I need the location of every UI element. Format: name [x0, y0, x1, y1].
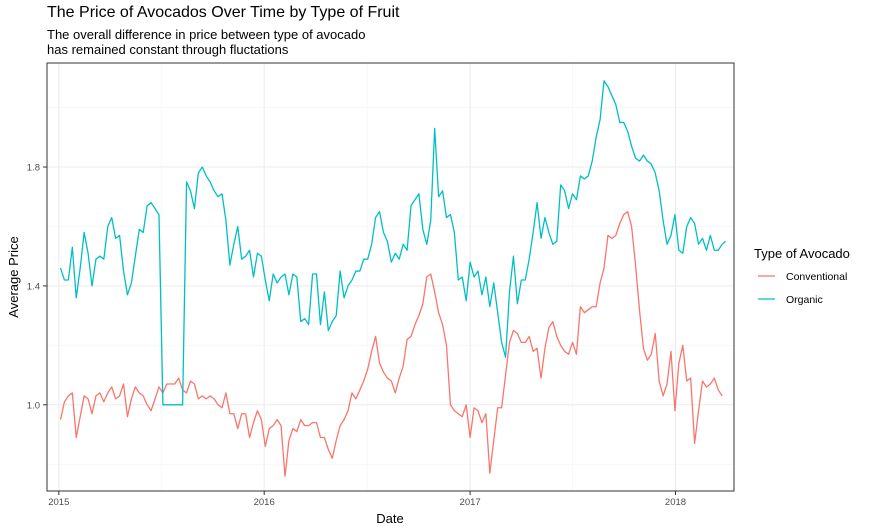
- x-axis-title: Date: [376, 511, 403, 526]
- legend-label-conventional: Conventional: [786, 271, 847, 283]
- legend: Type of Avocado Conventional Organic: [754, 246, 850, 306]
- y-tick-label: 1.4: [27, 281, 40, 292]
- x-tick-label: 2017: [460, 497, 481, 508]
- x-tick-label: 2015: [48, 497, 69, 508]
- y-axis-title: Average Price: [6, 236, 21, 317]
- chart-subtitle: The overall difference in price between …: [47, 27, 366, 57]
- plot-border: [46, 62, 735, 492]
- grid-minor: [47, 63, 734, 491]
- series-line-conventional: [59, 210, 723, 477]
- chart-title: The Price of Avocados Over Time by Type …: [47, 4, 400, 21]
- series-line-organic: [59, 80, 726, 406]
- legend-title: Type of Avocado: [754, 246, 850, 261]
- axis-ticks: 2015 2016 2017 2018 1.0 1.4 1.8: [27, 163, 686, 508]
- y-tick-label: 1.0: [27, 400, 40, 411]
- x-tick-label: 2018: [665, 497, 686, 508]
- grid-major: [47, 63, 734, 491]
- x-tick-label: 2016: [254, 497, 275, 508]
- series-layer: [59, 80, 726, 477]
- y-tick-label: 1.8: [27, 163, 40, 174]
- legend-label-organic: Organic: [786, 294, 823, 306]
